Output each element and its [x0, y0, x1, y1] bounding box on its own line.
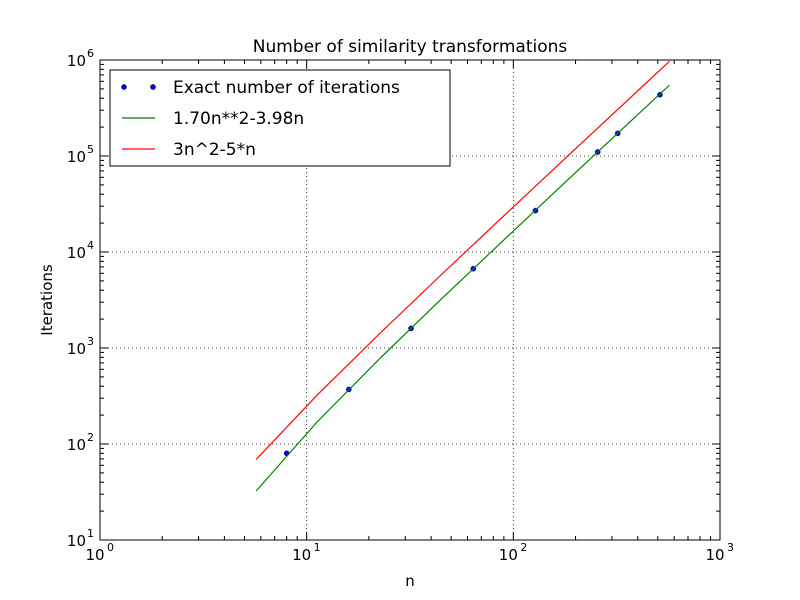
y-tick-label: 10 — [67, 436, 86, 454]
legend-marker-swatch — [150, 84, 156, 90]
legend: Exact number of iterations 1.70n**2-3.98n… — [109, 69, 451, 167]
legend-box — [109, 69, 451, 167]
x-axis-label: n — [405, 572, 415, 590]
legend-label: 1.70n**2-3.98n — [173, 109, 304, 129]
y-axis-label: Iterations — [38, 264, 56, 336]
y-tick-label: 10 — [67, 244, 86, 262]
legend-marker-swatch — [121, 84, 127, 90]
x-tick-label-exponent: 1 — [314, 541, 321, 554]
x-tick-label-exponent: 0 — [107, 541, 114, 554]
chart-title: Number of similarity transformations — [253, 37, 568, 57]
y-tick-label: 10 — [67, 340, 86, 358]
legend-label: 3n^2-5*n — [173, 140, 256, 160]
y-tick-label-exponent: 3 — [87, 335, 94, 348]
y-tick-label-exponent: 4 — [87, 239, 94, 252]
x-tick-label-exponent: 3 — [727, 541, 734, 554]
y-tick-label: 10 — [67, 148, 86, 166]
x-tick-label: 10 — [85, 546, 104, 564]
x-tick-label: 10 — [292, 546, 311, 564]
x-tick-label: 10 — [499, 546, 518, 564]
legend-label: Exact number of iterations — [173, 78, 400, 98]
y-tick-label-exponent: 6 — [87, 47, 94, 60]
x-tick-label-exponent: 2 — [520, 541, 527, 554]
series-line-1 — [255, 84, 670, 492]
series-layer — [255, 60, 670, 492]
y-tick-label-exponent: 2 — [87, 431, 94, 444]
x-tick-label: 10 — [705, 546, 724, 564]
y-tick-label-exponent: 1 — [87, 527, 94, 540]
ticks-layer: 10 0 10 1 10 2 10 310 110 210 310 410 510 6 — [67, 47, 734, 564]
y-tick-label: 10 — [67, 52, 86, 70]
series-line-2 — [255, 60, 670, 460]
y-tick-label: 10 — [67, 532, 86, 550]
y-tick-label-exponent: 5 — [87, 143, 94, 156]
plot-frame — [99, 59, 721, 541]
